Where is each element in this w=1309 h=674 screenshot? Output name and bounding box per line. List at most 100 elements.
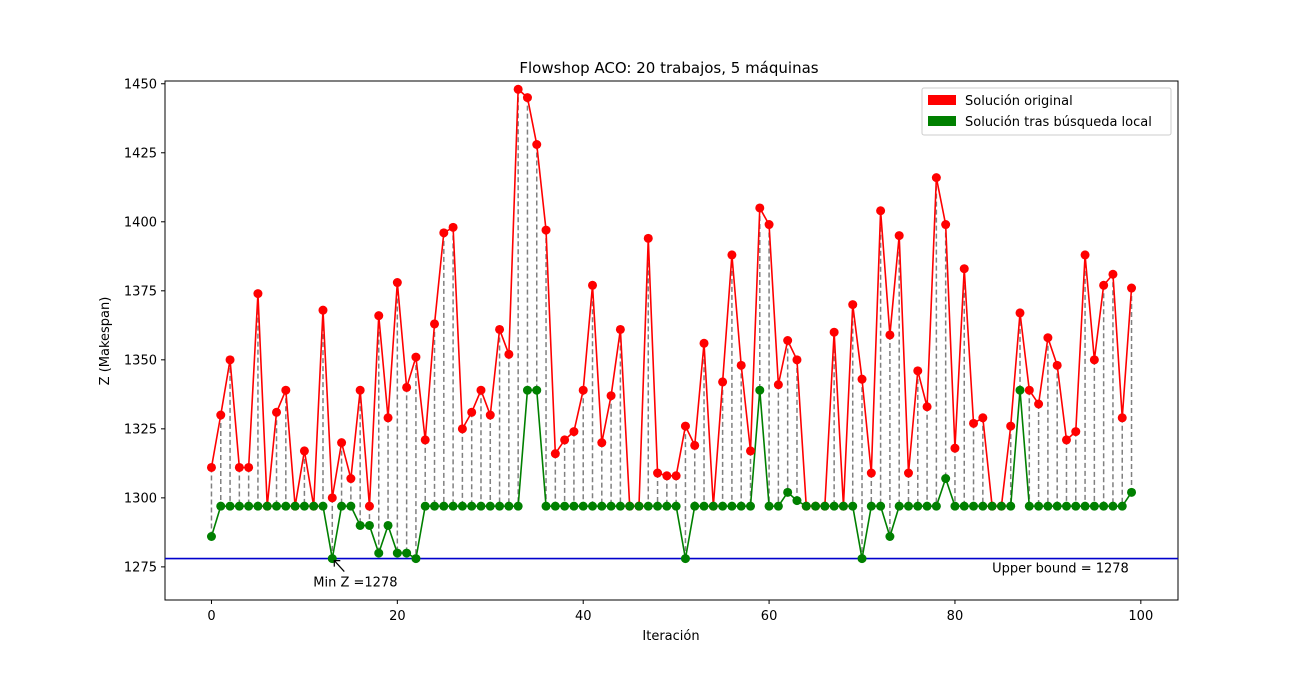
point-local-search	[206, 532, 216, 542]
point-local-search	[457, 501, 467, 511]
y-tick-label: 1425	[124, 146, 157, 161]
point-local-search	[820, 501, 830, 511]
point-original	[439, 228, 449, 238]
point-original	[736, 360, 746, 370]
point-original	[560, 435, 570, 445]
point-original	[662, 471, 672, 481]
point-local-search	[653, 501, 663, 511]
point-local-search	[588, 501, 598, 511]
annotation-arrow	[333, 560, 345, 572]
point-local-search	[290, 501, 300, 511]
annotation-arrow-head	[333, 559, 341, 567]
point-original	[745, 446, 755, 456]
point-original	[1061, 435, 1071, 445]
y-tick-label: 1400	[124, 215, 157, 230]
point-local-search	[699, 501, 709, 511]
point-local-search	[987, 501, 997, 511]
point-local-search	[708, 501, 718, 511]
point-original	[281, 385, 291, 395]
point-original	[773, 380, 783, 390]
point-local-search	[522, 385, 532, 395]
point-local-search	[476, 501, 486, 511]
point-local-search	[755, 385, 765, 395]
point-original	[1117, 413, 1127, 423]
point-local-search	[411, 554, 421, 564]
point-original	[866, 468, 876, 478]
point-original	[792, 355, 802, 365]
point-local-search	[467, 501, 477, 511]
point-original	[225, 355, 235, 365]
point-original	[764, 220, 774, 230]
series-line-original	[210, 87, 1133, 507]
point-local-search	[550, 501, 560, 511]
point-original	[885, 330, 895, 340]
point-original	[588, 280, 598, 290]
legend-swatch-original	[928, 95, 956, 105]
point-original	[903, 468, 913, 478]
point-local-search	[392, 548, 402, 558]
series-line-local-search	[210, 389, 1133, 560]
point-local-search	[643, 501, 653, 511]
point-original	[922, 402, 932, 412]
point-original	[1108, 269, 1118, 279]
point-original	[978, 413, 988, 423]
point-original	[848, 300, 858, 310]
point-original	[420, 435, 430, 445]
point-local-search	[801, 501, 811, 511]
y-tick-label: 1375	[124, 284, 157, 299]
point-local-search	[513, 501, 523, 511]
point-original	[495, 324, 505, 334]
point-original	[643, 233, 653, 243]
point-original	[1043, 333, 1053, 343]
point-local-search	[1043, 501, 1053, 511]
point-local-search	[355, 520, 365, 530]
point-local-search	[727, 501, 737, 511]
point-local-search	[634, 501, 644, 511]
y-tick-label: 1325	[124, 422, 157, 437]
x-tick-label: 20	[389, 609, 406, 624]
point-local-search	[996, 501, 1006, 511]
point-local-search	[569, 501, 579, 511]
chart-title: Flowshop ACO: 20 trabajos, 5 máquinas	[519, 59, 818, 77]
point-local-search	[402, 548, 412, 558]
point-local-search	[1061, 501, 1071, 511]
point-original	[513, 84, 523, 94]
point-original	[392, 278, 402, 288]
point-original	[550, 449, 560, 459]
point-original	[680, 421, 690, 431]
point-local-search	[299, 501, 309, 511]
point-local-search	[318, 501, 328, 511]
point-local-search	[866, 501, 876, 511]
point-original	[1071, 427, 1081, 437]
point-original	[876, 206, 886, 216]
x-tick-label: 0	[207, 609, 215, 624]
point-original	[299, 446, 309, 456]
point-local-search	[1108, 501, 1118, 511]
point-local-search	[931, 501, 941, 511]
point-original	[1015, 308, 1025, 318]
point-local-search	[1071, 501, 1081, 511]
point-local-search	[848, 501, 858, 511]
point-local-search	[959, 501, 969, 511]
axes-frame	[164, 80, 1179, 601]
point-local-search	[764, 501, 774, 511]
annotation-label: Min Z =1278	[313, 576, 397, 591]
point-local-search	[420, 501, 430, 511]
point-local-search	[1080, 501, 1090, 511]
point-original	[318, 305, 328, 315]
point-local-search	[615, 501, 625, 511]
point-original	[374, 311, 384, 321]
point-local-search	[439, 501, 449, 511]
point-local-search	[718, 501, 728, 511]
point-original	[969, 418, 979, 428]
point-local-search	[857, 554, 867, 564]
point-local-search	[894, 501, 904, 511]
point-local-search	[745, 501, 755, 511]
x-axis-label: Iteración	[642, 629, 699, 644]
point-local-search	[773, 501, 783, 511]
point-local-search	[253, 501, 263, 511]
point-original	[718, 377, 728, 387]
point-original	[411, 352, 421, 362]
point-local-search	[671, 501, 681, 511]
point-local-search	[383, 520, 393, 530]
